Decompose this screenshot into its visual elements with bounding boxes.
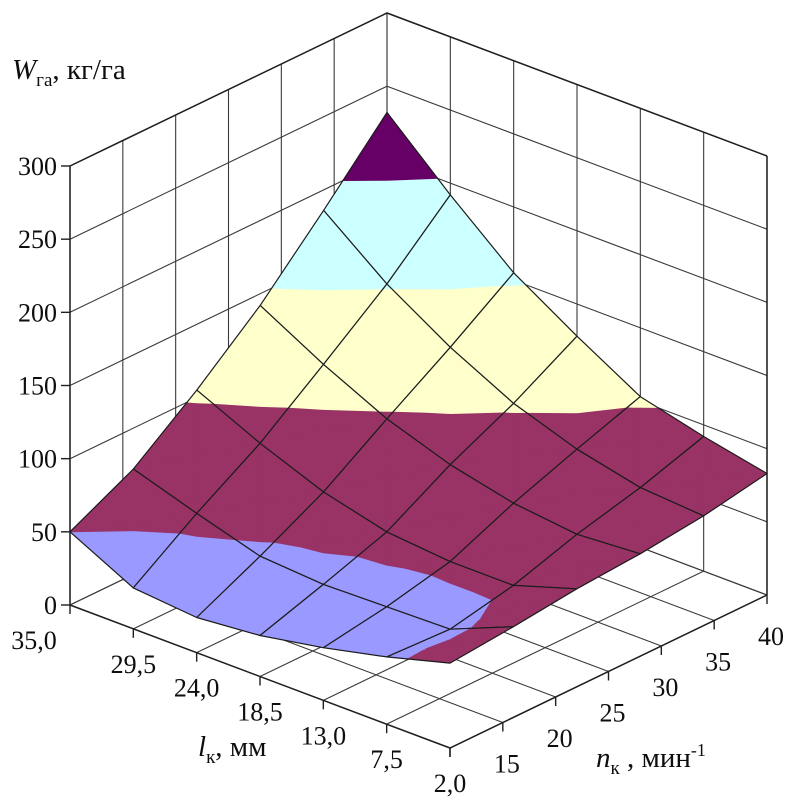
z-tick-label: 250	[18, 225, 57, 254]
n-axis-subscript: к	[610, 758, 620, 779]
l-tick-label: 2,0	[434, 769, 467, 798]
z-tick-label: 100	[18, 445, 57, 474]
z-axis-units: , кг/га	[52, 54, 126, 86]
surface-band-facet	[425, 639, 451, 650]
z-axis-subscript: га	[36, 70, 53, 91]
n-tick-label: 25	[600, 699, 626, 728]
z-axis-title: Wга, кг/га	[12, 54, 126, 92]
l-axis-title: lк, мм	[198, 731, 267, 769]
n-tick-label: 20	[547, 724, 573, 753]
tick-labels: 0 50 100 150 200 250 300 35,0 29,5 24,0 18,5 13,0 7,…	[11, 152, 784, 798]
surface-mesh-cell	[386, 626, 515, 664]
n-axis-units: , мин	[619, 742, 691, 774]
z-tick-label: 0	[44, 591, 57, 620]
l-axis-variable: l	[198, 731, 207, 763]
l-tick-label: 24,0	[174, 674, 220, 703]
n-tick-label: 40	[758, 622, 784, 651]
l-tick-label: 7,5	[370, 745, 403, 774]
n-axis-variable: n	[596, 742, 611, 774]
z-tick-label: 50	[31, 518, 57, 547]
l-tick-label: 13,0	[301, 721, 347, 750]
surface-mesh	[69, 111, 768, 664]
l-axis-units: , мм	[215, 731, 267, 763]
l-tick-label: 35,0	[11, 626, 57, 655]
z-tick-label: 150	[18, 372, 57, 401]
n-axis-title: nк , мин-1	[596, 740, 706, 780]
n-axis-exponent: -1	[690, 740, 706, 760]
z-tick-label: 300	[18, 152, 57, 181]
z-tick-label: 200	[18, 298, 57, 327]
l-tick-label: 29,5	[111, 650, 157, 679]
z-axis-variable: W	[12, 54, 37, 86]
l-axis-subscript: к	[206, 747, 216, 768]
axis-ticks	[61, 165, 768, 757]
l-tick-label: 18,5	[237, 698, 283, 727]
n-tick-label: 30	[652, 673, 678, 702]
n-tick-label: 35	[705, 648, 731, 677]
n-tick-label: 15	[494, 750, 520, 779]
